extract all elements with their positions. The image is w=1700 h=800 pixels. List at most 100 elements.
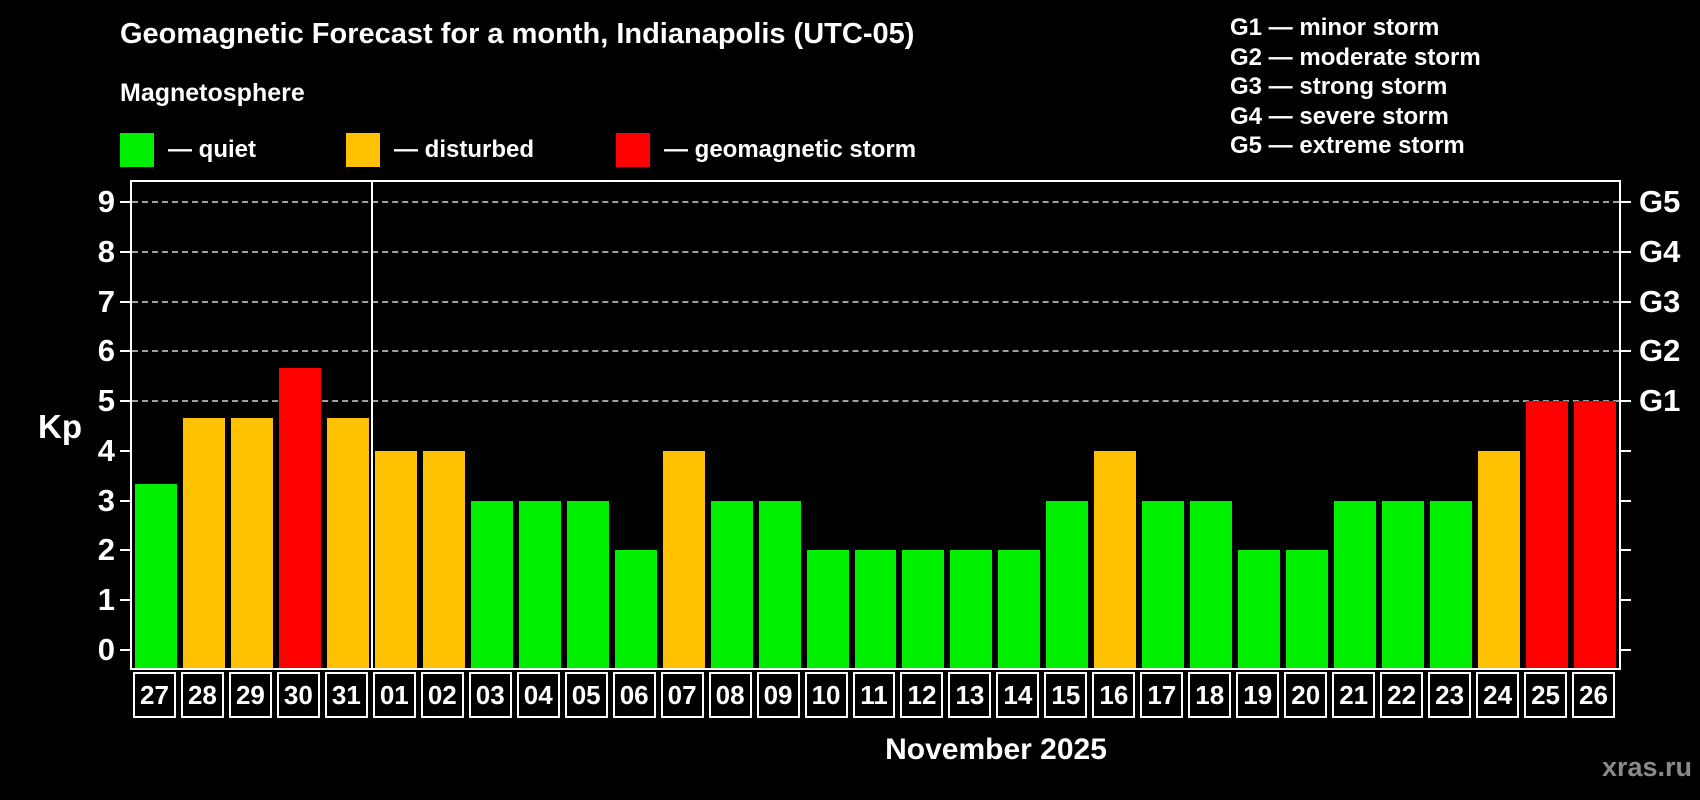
right-axis-tick-7 [1619, 300, 1631, 303]
legend-swatch-storm [616, 133, 650, 167]
kp-bar-day-08 [710, 500, 753, 668]
day-label-09: 09 [756, 672, 800, 718]
y-axis-tick-6 [120, 350, 132, 353]
legend-label-disturbed: — disturbed [394, 136, 535, 163]
kp-bar-day-30 [278, 367, 321, 668]
kp-bar-day-19 [1238, 550, 1281, 668]
kp-bar-day-24 [1478, 450, 1521, 668]
right-axis-label-G2: G2 [1639, 333, 1681, 369]
right-axis-label-G3: G3 [1639, 283, 1681, 319]
right-axis-label-G1: G1 [1639, 383, 1681, 419]
storm-scale-item-g3: G3 — strong storm [1230, 73, 1448, 100]
kp-bar-day-11 [854, 550, 897, 668]
kp-bar-day-09 [758, 500, 801, 668]
legend-item-storm: — geomagnetic storm [616, 132, 916, 168]
kp-bar-day-01 [374, 450, 417, 668]
kp-bar-day-20 [1286, 550, 1329, 668]
day-label-04: 04 [516, 672, 560, 718]
day-label-02: 02 [420, 672, 464, 718]
storm-scale-item-g2: G2 — moderate storm [1230, 43, 1481, 71]
y-axis-tick-0 [120, 649, 132, 651]
day-label-19: 19 [1236, 672, 1280, 718]
y-axis-tick-4 [120, 449, 132, 452]
y-axis-tick-label-6: 6 [97, 333, 115, 369]
y-axis-tick-label-9: 9 [97, 183, 115, 219]
y-axis-tick-1 [120, 599, 132, 602]
day-label-07: 07 [660, 672, 704, 718]
kp-bar-day-29 [230, 417, 273, 668]
day-label-05: 05 [564, 672, 608, 718]
storm-scale-legend: G1 — minor storm G2 — moderate storm G3 … [1230, 13, 1481, 161]
day-label-25: 25 [1524, 672, 1568, 718]
right-axis-tick-0 [1619, 649, 1631, 651]
right-axis-tick-9 [1619, 200, 1631, 203]
legend-swatch-disturbed [346, 133, 380, 167]
legend-item-disturbed: — disturbed [346, 132, 534, 168]
right-axis-tick-6 [1619, 350, 1631, 353]
month-separator-line [370, 182, 373, 668]
right-axis-tick-1 [1619, 599, 1631, 602]
kp-bar-day-05 [566, 500, 609, 668]
gridline-kp8 [132, 250, 1619, 253]
y-axis-tick-label-5: 5 [97, 383, 115, 419]
kp-bar-day-10 [806, 550, 849, 668]
kp-bar-day-17 [1142, 500, 1185, 668]
y-axis-title: Kp [38, 408, 82, 445]
kp-bar-day-15 [1046, 500, 1089, 668]
day-label-23: 23 [1428, 672, 1472, 718]
gridline-kp9 [132, 200, 1619, 203]
kp-bar-day-26 [1574, 401, 1616, 668]
kp-bar-day-03 [470, 500, 513, 668]
kp-bar-day-13 [950, 550, 993, 668]
day-label-12: 12 [900, 672, 944, 718]
day-label-30: 30 [276, 672, 320, 718]
y-axis-tick-label-2: 2 [97, 532, 115, 568]
kp-bar-day-12 [902, 550, 945, 668]
day-label-03: 03 [468, 672, 512, 718]
day-label-11: 11 [852, 672, 896, 718]
kp-bar-day-06 [614, 550, 657, 668]
day-label-16: 16 [1092, 672, 1136, 718]
right-axis-label-G4: G4 [1639, 233, 1681, 269]
day-label-21: 21 [1332, 672, 1376, 718]
kp-bar-day-21 [1334, 500, 1377, 668]
kp-bar-day-18 [1190, 500, 1233, 668]
legend-swatch-quiet [120, 133, 154, 167]
y-axis-tick-9 [120, 200, 132, 203]
day-label-27: 27 [133, 672, 176, 718]
gridline-kp5 [132, 400, 1619, 403]
y-axis-tick-label-3: 3 [97, 482, 115, 518]
day-label-15: 15 [1044, 672, 1088, 718]
day-label-18: 18 [1188, 672, 1232, 718]
kp-bar-day-31 [326, 417, 369, 668]
y-axis-tick-label-0: 0 [97, 632, 115, 667]
y-axis-tick-7 [120, 300, 132, 303]
right-axis-tick-2 [1619, 549, 1631, 552]
kp-bar-day-14 [998, 550, 1041, 668]
right-axis-tick-8 [1619, 250, 1631, 253]
kp-bar-day-27 [135, 484, 177, 668]
y-axis-tick-5 [120, 400, 132, 403]
day-label-22: 22 [1380, 672, 1424, 718]
kp-bar-day-28 [182, 417, 225, 668]
kp-bar-day-16 [1094, 450, 1137, 668]
gridline-kp7 [132, 300, 1619, 303]
day-label-01: 01 [372, 672, 416, 718]
legend-item-quiet: — quiet [120, 132, 256, 168]
storm-scale-item-g5: G5 — extreme storm [1230, 132, 1465, 159]
y-axis-tick-label-1: 1 [97, 582, 115, 618]
day-label-28: 28 [180, 672, 224, 718]
day-label-24: 24 [1476, 672, 1520, 718]
day-label-29: 29 [228, 672, 272, 718]
y-axis-tick-2 [120, 549, 132, 552]
day-label-26: 26 [1572, 672, 1615, 718]
y-axis-tick-label-8: 8 [97, 233, 115, 269]
right-axis-tick-4 [1619, 449, 1631, 452]
day-label-10: 10 [804, 672, 848, 718]
day-label-14: 14 [996, 672, 1040, 718]
y-axis-tick-label-4: 4 [97, 432, 115, 468]
day-label-17: 17 [1140, 672, 1184, 718]
chart-title: Geomagnetic Forecast for a month, Indian… [120, 18, 915, 50]
right-axis-tick-5 [1619, 400, 1631, 403]
